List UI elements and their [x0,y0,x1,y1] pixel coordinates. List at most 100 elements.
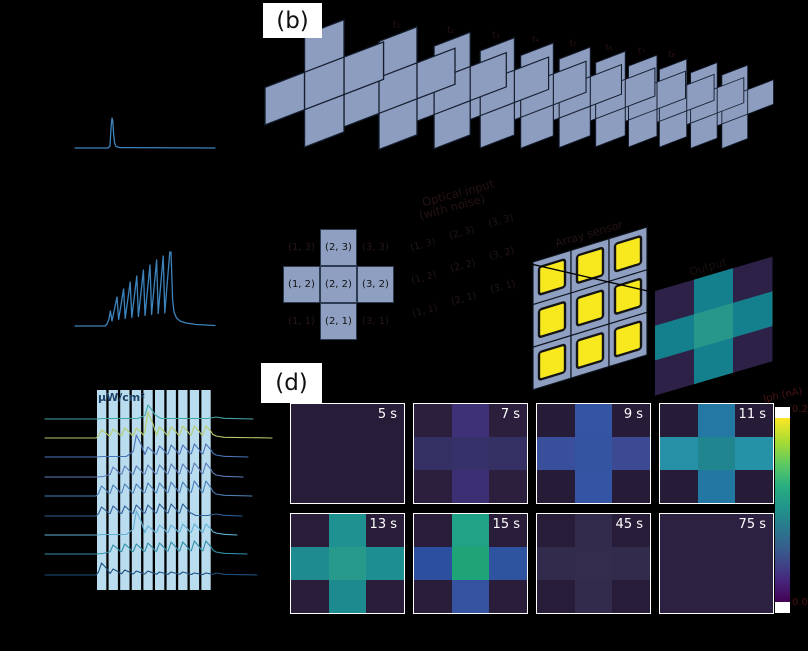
heatmap-cell [451,514,490,547]
heatmap-cell [489,470,527,503]
heatmap-cell [414,437,452,470]
grid-cell: (1, 2) [283,266,320,303]
heatmap-tile: 75 s [659,513,774,614]
time-label: 13 s [369,517,397,532]
light-pulse-band [97,390,107,590]
power-trace [44,540,248,555]
power-unit-label: µW/cm² [98,391,146,404]
grid-cell: (2, 3) [320,229,357,266]
time-label: 7 s [500,407,520,422]
output-cell [694,268,734,315]
heatmap-cell [612,437,650,470]
sensor-pixel [575,332,605,369]
grid-cell-dark: (1, 1) [288,316,315,327]
frame-time-label: t₃ [492,30,500,40]
heatmap-cell [537,470,575,503]
power-trace [44,562,258,576]
power-trace [44,411,273,439]
power-trace [44,434,249,458]
heatmap-cell [489,437,527,470]
heatmap-cell [414,580,452,613]
heatmap-cell [735,470,773,503]
heatmap-cell [489,404,527,437]
output-cell [694,302,734,350]
heatmap-tile: 15 s [413,513,528,614]
power-trace [44,480,253,497]
colorbar-tick-top: 0.2 [792,404,808,415]
heatmap-cell [537,547,575,580]
frame-time-label: t₈ [668,50,676,60]
heatmap-cell [735,547,773,580]
panel-b-badge: (b) [263,3,322,38]
grid-cell: (2, 1) [320,303,357,340]
power-trace [44,404,254,420]
output-cell [694,337,734,385]
output-cell [655,279,695,327]
output-cell [655,314,695,361]
colorbar [775,407,790,613]
light-pulse-band [189,390,200,590]
optical-frame [264,18,385,149]
sensor-pixel [613,320,643,358]
heatmap-cell [660,404,698,437]
projection-line [504,257,653,293]
light-pulse-band [131,390,142,590]
heatmap-cell [366,547,404,580]
frame-time-label: t₅ [570,39,578,49]
time-label: 11 s [738,407,766,422]
heatmap-cell [414,547,452,580]
heatmap-cell [489,547,527,580]
heatmap-cell [451,547,490,580]
output-cell [655,348,695,396]
colorbar-bottom-cap [775,602,790,613]
power-trace [44,462,244,478]
heatmap-cell [612,580,650,613]
colorbar-tick-bottom: 0.0 [792,597,808,608]
heatmap-cell [451,404,490,437]
heatmap-cell [697,514,736,547]
colorbar-gradient [775,418,790,602]
heatmap-cell [291,514,329,547]
light-pulse-band [155,390,165,590]
sensor-pixel [537,258,567,296]
heatmap-cell [366,470,404,503]
heatmap-cell [612,404,650,437]
colorbar-top-cap [775,407,790,418]
spike-trace-burst [74,251,216,327]
heatmap-cell [414,470,452,503]
grid-cell-dark: (1, 3) [288,242,315,253]
time-label: 75 s [738,517,766,532]
light-pulse-band [143,390,153,590]
sensor-pixel [575,289,605,327]
heatmap-tile: 11 s [659,403,774,504]
heatmap-cell [660,514,698,547]
heatmap-cell [735,514,773,547]
heatmap-cell [574,514,613,547]
time-label: 9 s [623,407,643,422]
output-cell [733,291,773,339]
heatmap-cell [414,404,452,437]
heatmap-cell [697,437,736,470]
time-label: 15 s [492,517,520,532]
heatmap-cell [660,470,698,503]
time-label: 45 s [615,517,643,532]
heatmap-cell [328,547,367,580]
heatmap-cell [291,547,329,580]
heatmap-cell [366,580,404,613]
heatmap-cell [366,437,404,470]
heatmap-tile: 45 s [536,513,651,614]
heatmap-cell [291,404,329,437]
heatmap-cell [366,404,404,437]
heatmap-cell [328,437,367,470]
light-pulse-band [108,390,118,590]
heatmap-cell [574,470,613,503]
heatmap-cell [366,514,404,547]
heatmap-cell [291,470,329,503]
grid-cell-dark: (3, 1) [362,316,389,327]
heatmap-cell [291,580,329,613]
heatmap-cell [660,547,698,580]
heatmap-cell [735,437,773,470]
heatmap-cell [612,470,650,503]
